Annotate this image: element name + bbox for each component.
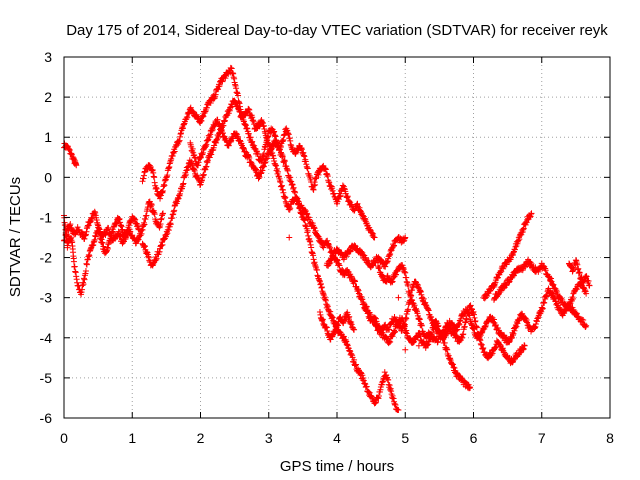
- data-point-arc-13: [586, 282, 593, 289]
- data-point-arc-2: [100, 243, 107, 250]
- data-point-arc-10: [569, 295, 576, 302]
- y-tick-label: 3: [44, 49, 52, 65]
- data-point-arc-7: [351, 326, 358, 333]
- data-point-arc-9: [521, 342, 528, 349]
- data-point-arc-10: [418, 322, 425, 329]
- data-point-arc-5: [359, 296, 366, 303]
- y-tick-label: 2: [44, 89, 52, 105]
- data-point-arc-6: [276, 146, 283, 153]
- y-tick-label: -3: [40, 290, 53, 306]
- x-tick-label: 4: [333, 430, 341, 446]
- data-point-arc-10: [539, 305, 546, 312]
- y-tick-label: 0: [44, 169, 52, 185]
- data-point-arc-6: [281, 158, 288, 165]
- data-point-arc-1: [73, 162, 80, 169]
- x-tick-label: 0: [60, 430, 68, 446]
- data-point-arc-5: [392, 328, 399, 335]
- data-point-arc-12: [583, 322, 590, 329]
- data-point-arc-11: [528, 210, 535, 217]
- data-point-arc-4: [344, 193, 351, 200]
- data-point-arc-5: [467, 384, 474, 391]
- data-point-arc-4: [301, 153, 308, 160]
- y-tick-label: -4: [40, 330, 53, 346]
- data-point-arc-3: [159, 210, 166, 217]
- data-points: [61, 64, 593, 413]
- data-point-arc-2: [82, 268, 89, 275]
- data-point-arc-4: [235, 92, 242, 99]
- x-tick-label: 5: [401, 430, 409, 446]
- data-point-isolated: [286, 234, 293, 241]
- data-point-arc-13: [576, 269, 583, 276]
- data-point-arc-10: [510, 330, 517, 337]
- data-point-arc-6: [264, 155, 271, 162]
- data-point-arc-5: [165, 227, 172, 234]
- data-point-arc-4: [371, 234, 378, 241]
- data-point-arc-4: [153, 185, 160, 192]
- data-point-isolated: [415, 342, 422, 349]
- data-point-arc-2: [80, 281, 87, 288]
- y-tick-label: -2: [40, 250, 53, 266]
- data-point-arc-4: [151, 174, 158, 181]
- data-point-arc-10: [405, 282, 412, 289]
- data-point-arc-9: [405, 306, 412, 313]
- data-point-arc-2: [71, 263, 78, 270]
- data-point-arc-5: [203, 163, 210, 170]
- data-point-arc-2: [99, 239, 106, 246]
- data-point-arc-5: [180, 180, 187, 187]
- data-point-arc-5: [387, 338, 394, 345]
- x-tick-label: 1: [128, 430, 136, 446]
- y-tick-labels: 3 2 1 0 -1 -2 -3 -4 -5 -6: [40, 49, 53, 426]
- x-tick-label: 8: [606, 430, 614, 446]
- data-point-arc-9: [386, 326, 393, 333]
- data-point-arc-6: [314, 266, 321, 273]
- x-tick-label: 7: [538, 430, 546, 446]
- data-point-arc-5: [352, 278, 359, 285]
- data-point-arc-3: [106, 230, 113, 237]
- y-axis-label: SDTVAR / TECUs: [7, 177, 24, 297]
- axis-ticks: [63, 56, 611, 419]
- data-point-arc-12: [580, 317, 587, 324]
- data-point-arc-4: [157, 195, 164, 202]
- data-point-arc-9: [420, 295, 427, 302]
- chart-title: Day 175 of 2014, Sidereal Day-to-day VTE…: [66, 22, 608, 39]
- data-point-arc-3: [148, 201, 155, 208]
- data-point-arc-2: [70, 258, 77, 265]
- data-point-arc-10: [583, 290, 590, 297]
- data-point-arc-3: [61, 237, 68, 244]
- x-tick-label: 6: [470, 430, 478, 446]
- data-point-arc-10: [541, 299, 548, 306]
- data-point-isolated: [395, 294, 402, 301]
- data-point-arc-4: [312, 181, 319, 188]
- data-point-arc-5: [167, 221, 174, 228]
- y-tick-label: -6: [40, 410, 53, 426]
- x-tick-label: 3: [265, 430, 273, 446]
- data-point-arc-5: [200, 171, 207, 178]
- x-tick-label: 2: [197, 430, 205, 446]
- y-tick-label: 1: [44, 129, 52, 145]
- x-axis-label: GPS time / hours: [280, 458, 394, 475]
- x-tick-labels: 0 1 2 3 4 5 6 7 8: [60, 430, 614, 446]
- data-point-arc-3: [141, 221, 148, 228]
- y-tick-label: -5: [40, 370, 53, 386]
- data-point-arc-8: [402, 234, 409, 241]
- y-tick-label: -1: [40, 209, 53, 225]
- data-point-arc-6: [304, 227, 311, 234]
- data-point-arc-10: [416, 316, 423, 323]
- data-point-arc-4: [304, 165, 311, 172]
- data-point-arc-6: [395, 406, 402, 413]
- data-point-arc-4: [335, 196, 342, 203]
- data-point-isolated: [402, 346, 409, 353]
